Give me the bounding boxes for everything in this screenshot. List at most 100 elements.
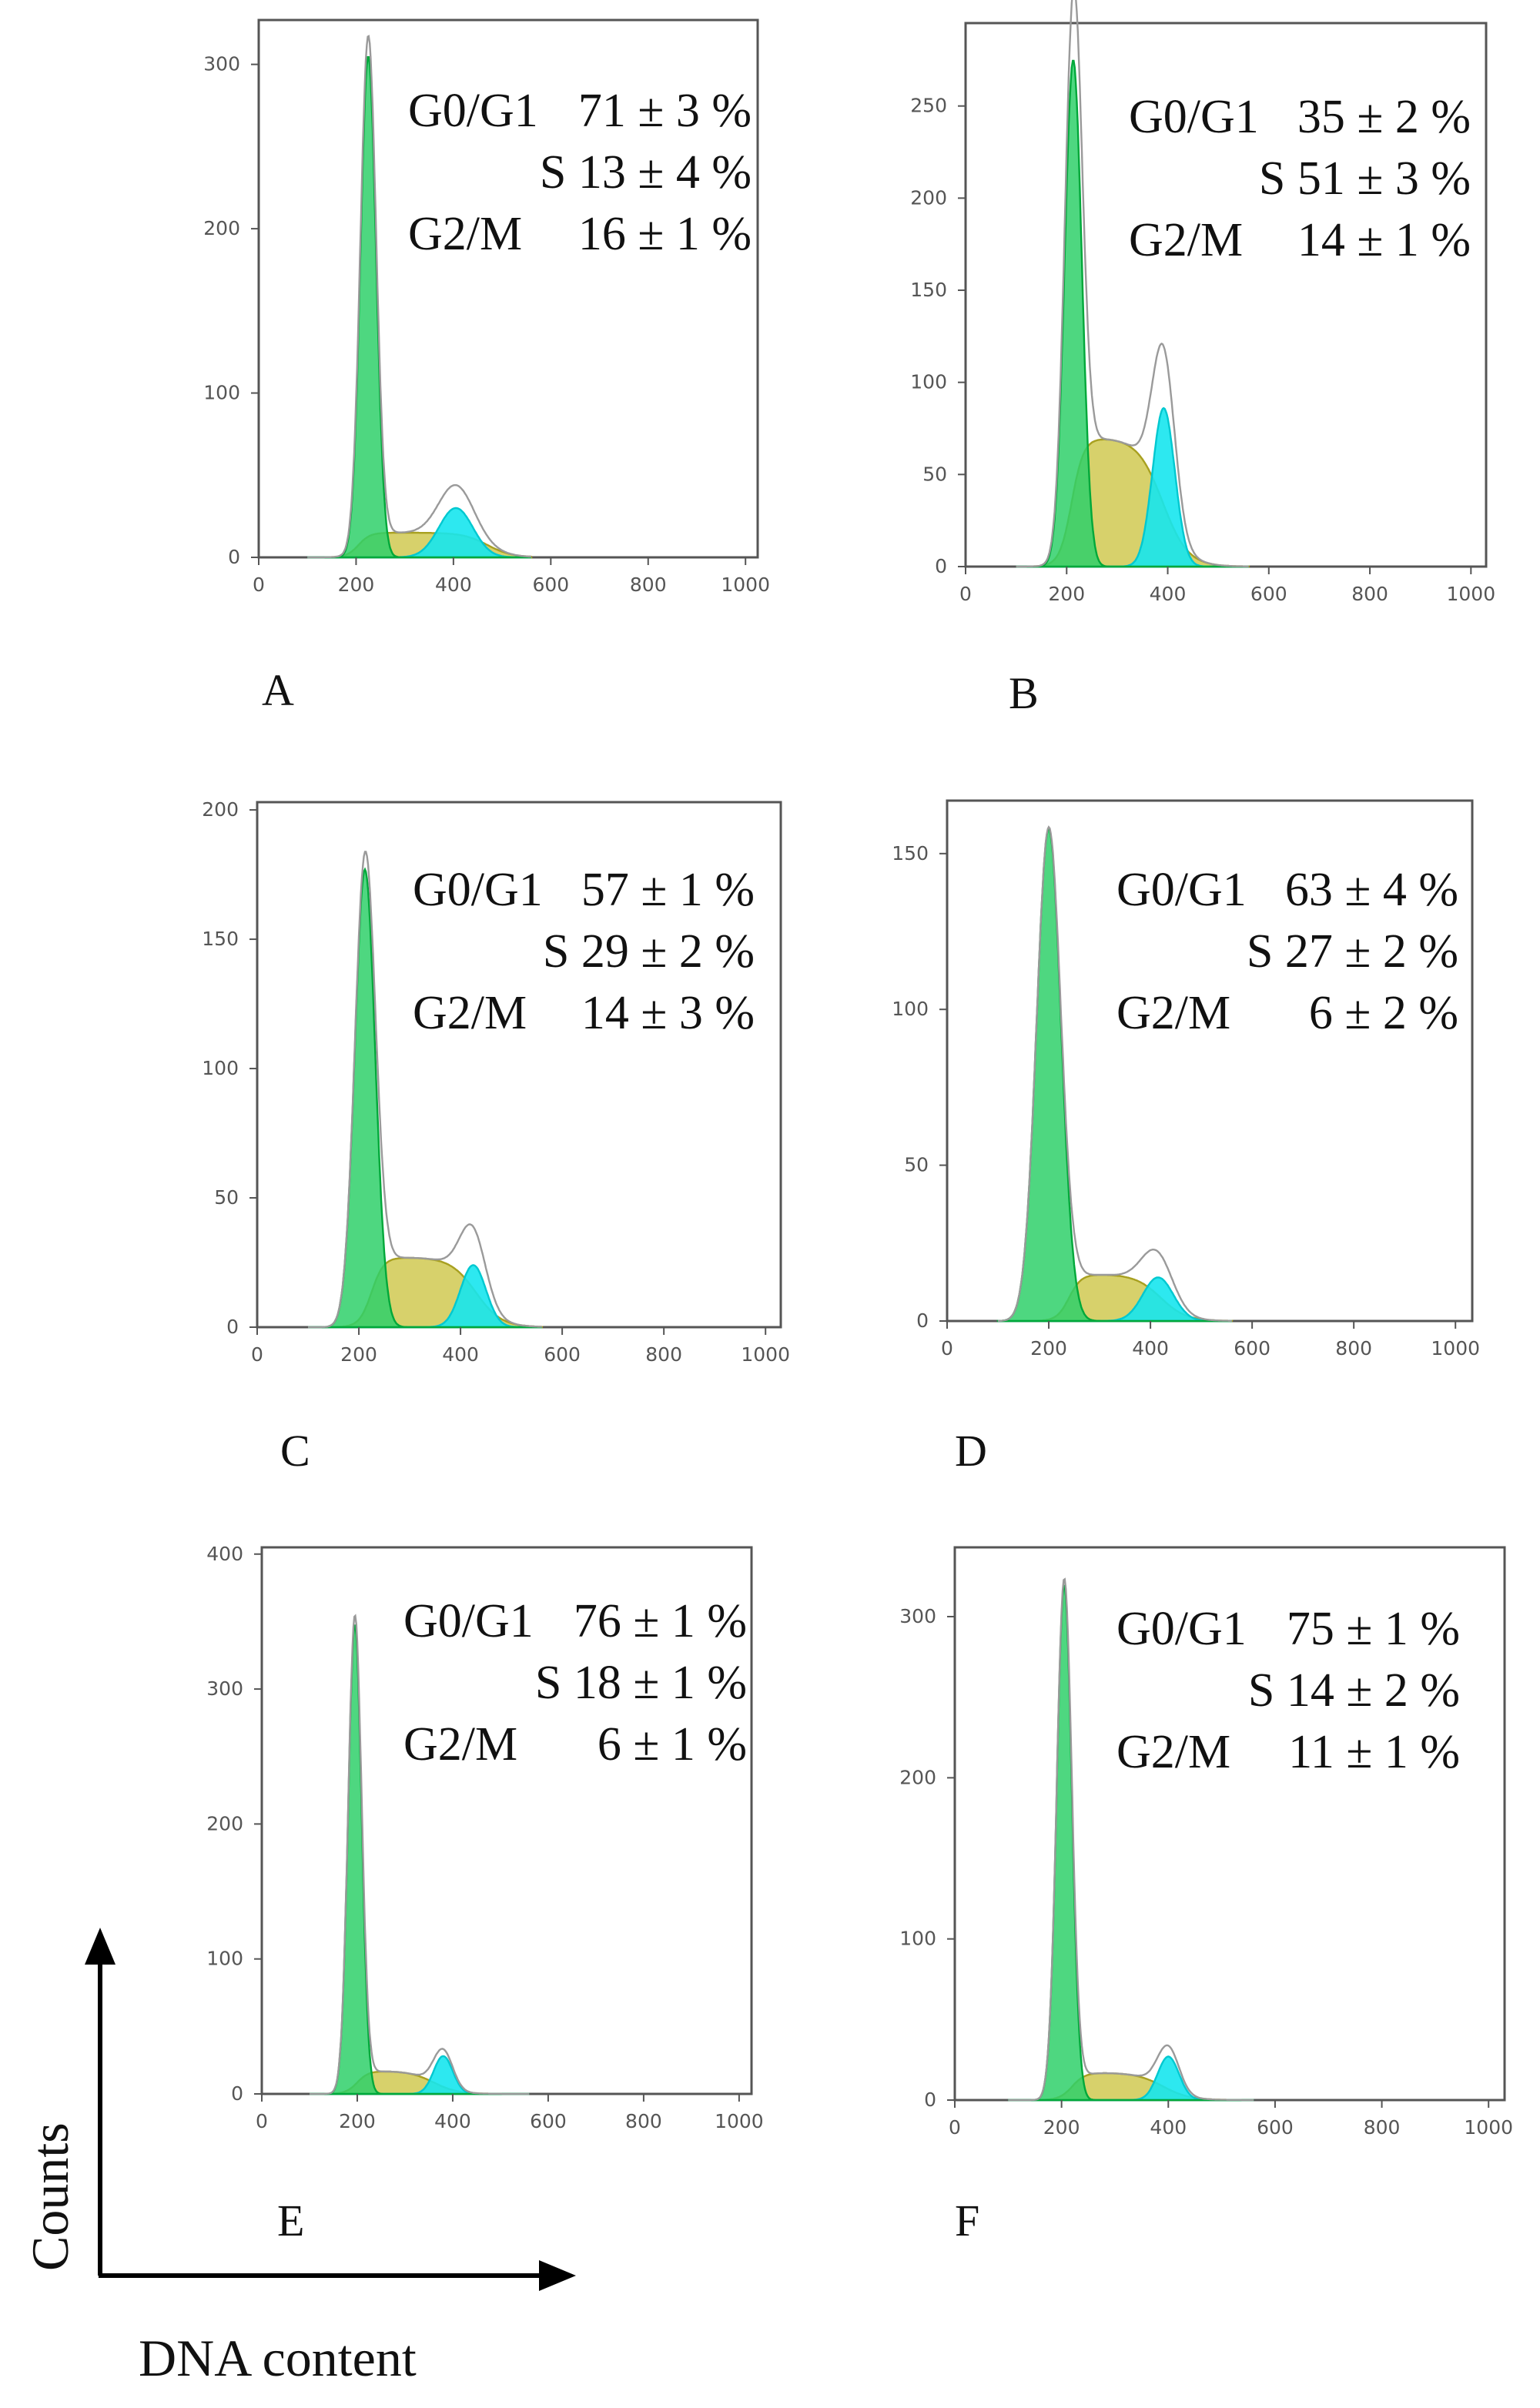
x-tick-label: 200 xyxy=(1043,2116,1080,2139)
total-histogram-line xyxy=(1008,1577,1254,2102)
x-tick-label: 0 xyxy=(251,1343,263,1366)
y-tick-label: 50 xyxy=(214,1186,239,1209)
panel-letter: C xyxy=(280,1426,310,1476)
x-tick-label: 0 xyxy=(253,574,265,596)
x-tick-label: 0 xyxy=(941,1337,953,1360)
stat-label: G0/G1 xyxy=(1129,91,1259,143)
x-tick-label: 600 xyxy=(530,2110,567,2132)
y-tick-label: 250 xyxy=(910,95,947,117)
x-tick-label: 1000 xyxy=(1464,2116,1513,2139)
y-tick-label: 100 xyxy=(206,1948,243,1970)
total-histogram-line xyxy=(307,35,532,559)
x-tick-label: 1000 xyxy=(1431,1337,1480,1360)
stat-value: 14 ± 3 % xyxy=(581,987,755,1039)
y-tick-label: 200 xyxy=(203,217,240,239)
stat-label: G2/M xyxy=(1116,987,1230,1039)
x-tick-label: 800 xyxy=(645,1343,682,1366)
y-tick-label: 300 xyxy=(203,53,240,75)
y-tick-label: 50 xyxy=(922,463,947,485)
x-tick-label: 1000 xyxy=(721,574,770,596)
x-tick-label: 400 xyxy=(435,574,472,596)
panel-letter: A xyxy=(262,665,294,715)
y-arrow-head-icon xyxy=(85,1928,116,1965)
stat-label: G2/M xyxy=(408,208,522,260)
y-tick-label: 0 xyxy=(916,1309,929,1332)
x-tick-label: 800 xyxy=(625,2110,662,2132)
stat-value: 75 ± 1 % xyxy=(1287,1603,1460,1655)
stat-s: S 18 ± 1 % xyxy=(535,1657,747,1709)
stat-value: 16 ± 1 % xyxy=(578,208,752,260)
plot-frame xyxy=(953,1546,1506,2102)
total-histogram-line xyxy=(308,851,542,1329)
x-tick-label: 600 xyxy=(1250,583,1287,605)
x-tick-label: 600 xyxy=(544,1343,581,1366)
stat-label: G2/M xyxy=(1129,214,1243,266)
y-tick-label: 150 xyxy=(202,928,239,950)
y-tick-label: 150 xyxy=(910,279,947,301)
stat-value: 14 ± 1 % xyxy=(1297,214,1471,266)
x-tick-label: 1000 xyxy=(741,1343,790,1366)
panel-letter: D xyxy=(955,1426,987,1476)
panel-B: 0 200 400 600 800 1000 0 50 100 150 200 250 G0/G1 35 … xyxy=(910,0,1495,718)
stat-value: 63 ± 4 % xyxy=(1285,864,1458,916)
axes-legend: Counts DNA content xyxy=(21,1928,576,2387)
x-tick-label: 800 xyxy=(1364,2116,1401,2139)
x-tick-label: 0 xyxy=(959,583,972,605)
x-tick-label: 200 xyxy=(1030,1337,1067,1360)
y-tick-label: 200 xyxy=(899,1766,936,1788)
stat-label: G0/G1 xyxy=(1116,864,1247,916)
y-tick-label: 50 xyxy=(904,1154,929,1176)
stat-label: G0/G1 xyxy=(1116,1603,1247,1655)
x-tick-label: 1000 xyxy=(715,2110,764,2132)
x-tick-label: 400 xyxy=(442,1343,479,1366)
y-axis-label: Counts xyxy=(21,2122,79,2271)
stat-label: G2/M xyxy=(403,1718,517,1771)
y-tick-label: 400 xyxy=(206,1543,243,1565)
stat-label: G0/G1 xyxy=(408,85,538,137)
y-tick-label: 100 xyxy=(203,382,240,404)
stat-value: 6 ± 2 % xyxy=(1309,987,1458,1039)
panel-letter: E xyxy=(277,2196,304,2246)
stat-label: G2/M xyxy=(1116,1726,1230,1778)
x-tick-label: 1000 xyxy=(1446,583,1495,605)
y-tick-label: 0 xyxy=(924,2089,936,2111)
x-tick-label: 600 xyxy=(1234,1337,1270,1360)
x-tick-label: 400 xyxy=(1150,2116,1187,2139)
stat-label: G0/G1 xyxy=(413,864,543,916)
x-tick-label: 200 xyxy=(1048,583,1085,605)
x-tick-label: 200 xyxy=(338,574,375,596)
y-tick-label: 200 xyxy=(910,186,947,209)
panel-F: 0 200 400 600 800 1000 0 100 200 300 G0/G1 75 ± 1 %… xyxy=(899,1546,1513,2246)
y-tick-label: 300 xyxy=(206,1677,243,1700)
y-tick-label: 200 xyxy=(202,798,239,821)
stat-value: 11 ± 1 % xyxy=(1288,1726,1460,1778)
stat-label: G0/G1 xyxy=(403,1595,534,1647)
panel-D: 0 200 400 600 800 1000 0 50 100 150 G0/G1 63 ± 4 % S… xyxy=(892,799,1480,1476)
x-tick-label: 400 xyxy=(434,2110,471,2132)
total-histogram-line xyxy=(998,825,1232,1322)
y-tick-label: 100 xyxy=(899,1928,936,1950)
x-tick-label: 200 xyxy=(340,1343,377,1366)
y-tick-label: 100 xyxy=(892,998,929,1020)
total-histogram-line xyxy=(310,1614,530,2095)
stat-value: 6 ± 1 % xyxy=(598,1718,747,1771)
stat-value: 76 ± 1 % xyxy=(574,1595,747,1647)
panel-letter: F xyxy=(955,2196,979,2246)
total-histogram-line xyxy=(1016,0,1249,568)
y-tick-label: 200 xyxy=(206,1812,243,1834)
y-tick-label: 0 xyxy=(228,546,240,568)
x-tick-label: 0 xyxy=(256,2110,268,2132)
x-arrow-head-icon xyxy=(539,2260,576,2291)
panel-letter: B xyxy=(1009,668,1039,718)
y-tick-label: 150 xyxy=(892,842,929,865)
stat-s: S 51 ± 3 % xyxy=(1259,152,1471,205)
plot-frame xyxy=(257,18,759,559)
x-tick-label: 0 xyxy=(949,2116,961,2139)
x-tick-label: 400 xyxy=(1150,583,1187,605)
y-tick-label: 100 xyxy=(202,1057,239,1079)
stat-label: G2/M xyxy=(413,987,527,1039)
x-tick-label: 800 xyxy=(1335,1337,1372,1360)
stat-value: 71 ± 3 % xyxy=(578,85,752,137)
y-tick-label: 300 xyxy=(899,1605,936,1627)
x-tick-label: 600 xyxy=(532,574,569,596)
